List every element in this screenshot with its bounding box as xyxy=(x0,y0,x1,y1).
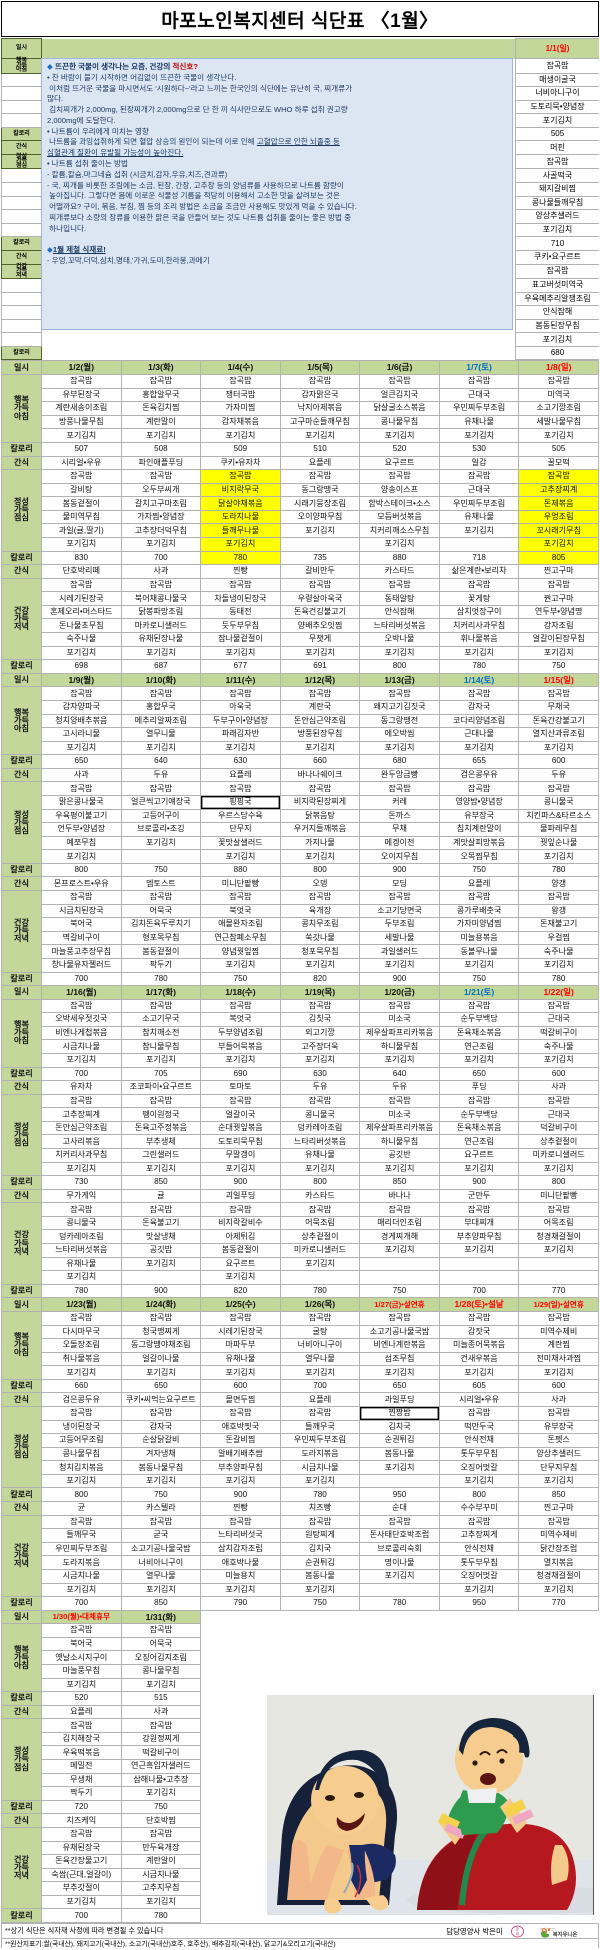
svg-text:은: 은 xyxy=(516,1927,520,1931)
svg-text:미: 미 xyxy=(516,1931,519,1936)
svg-text:복지유니온: 복지유니온 xyxy=(553,1930,578,1938)
